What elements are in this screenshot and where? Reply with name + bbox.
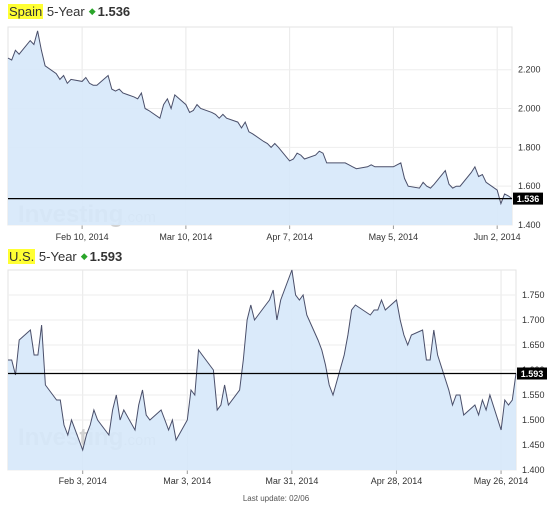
- current-value-label: 1.593: [521, 369, 544, 379]
- country-label: Spain: [8, 4, 44, 19]
- x-tick-label: Feb 3, 2014: [59, 476, 107, 486]
- y-tick-label: 1.550: [522, 390, 545, 400]
- up-arrow-icon: ◆: [80, 251, 88, 261]
- x-tick-label: Apr 7, 2014: [266, 232, 313, 242]
- current-value-badge: [517, 367, 547, 380]
- x-tick-label: Jun 2, 2014: [474, 232, 521, 242]
- y-tick-label: 1.800: [518, 142, 541, 152]
- y-tick-label: 1.500: [522, 415, 545, 425]
- chart-panel-spain: Spain 5-Year ◆ 1.536: [0, 0, 552, 245]
- x-tick-label: May 26, 2014: [474, 476, 529, 486]
- current-value-badge: [513, 192, 543, 205]
- up-arrow-icon: ◆: [88, 6, 96, 16]
- x-tick-label: May 5, 2014: [369, 232, 419, 242]
- y-tick-label: 1.750: [522, 290, 545, 300]
- x-tick-label: Mar 31, 2014: [265, 476, 318, 486]
- price-value: 1.593: [89, 249, 123, 264]
- x-tick-label: Feb 10, 2014: [56, 232, 109, 242]
- y-tick-label: 1.450: [522, 440, 545, 450]
- series-area: [8, 270, 516, 470]
- last-update-text: Last update: 02/06: [242, 494, 310, 503]
- chart-us: Feb 3, 2014 Mar 3, 2014 Mar 31, 2014 Apr 28…: [7, 269, 547, 486]
- y-tick-label: 1.600: [518, 181, 541, 191]
- chart-title-us: U.S. 5-Year ◆ 1.593: [8, 249, 122, 264]
- x-tick-label: Mar 10, 2014: [159, 232, 212, 242]
- y-tick-label: 2.200: [518, 65, 541, 75]
- current-value-label: 1.536: [517, 194, 540, 204]
- term-label: 5-Year: [46, 4, 85, 19]
- x-tick-label: Apr 28, 2014: [371, 476, 423, 486]
- y-tick-label: 1.400: [518, 220, 541, 230]
- term-label: 5-Year: [38, 249, 77, 264]
- x-tick-label: Mar 3, 2014: [163, 476, 211, 486]
- series-line: [8, 269, 517, 452]
- series-area: [8, 30, 512, 226]
- y-tick-label: 1.400: [522, 465, 545, 475]
- price-value: 1.536: [97, 4, 131, 19]
- y-tick-label: 2.000: [518, 104, 541, 114]
- chart-panel-us: U.S. 5-Year ◆ 1.593: [0, 245, 552, 495]
- chart-title-spain: Spain 5-Year ◆ 1.536: [8, 4, 130, 19]
- country-label: U.S.: [8, 249, 36, 264]
- y-tick-label: 1.650: [522, 340, 545, 350]
- chart-spain: Feb 10, 2014 Mar 10, 2014 Apr 7, 2014 May 5…: [7, 26, 543, 242]
- series-line: [7, 30, 513, 206]
- y-tick-label: 1.700: [522, 315, 545, 325]
